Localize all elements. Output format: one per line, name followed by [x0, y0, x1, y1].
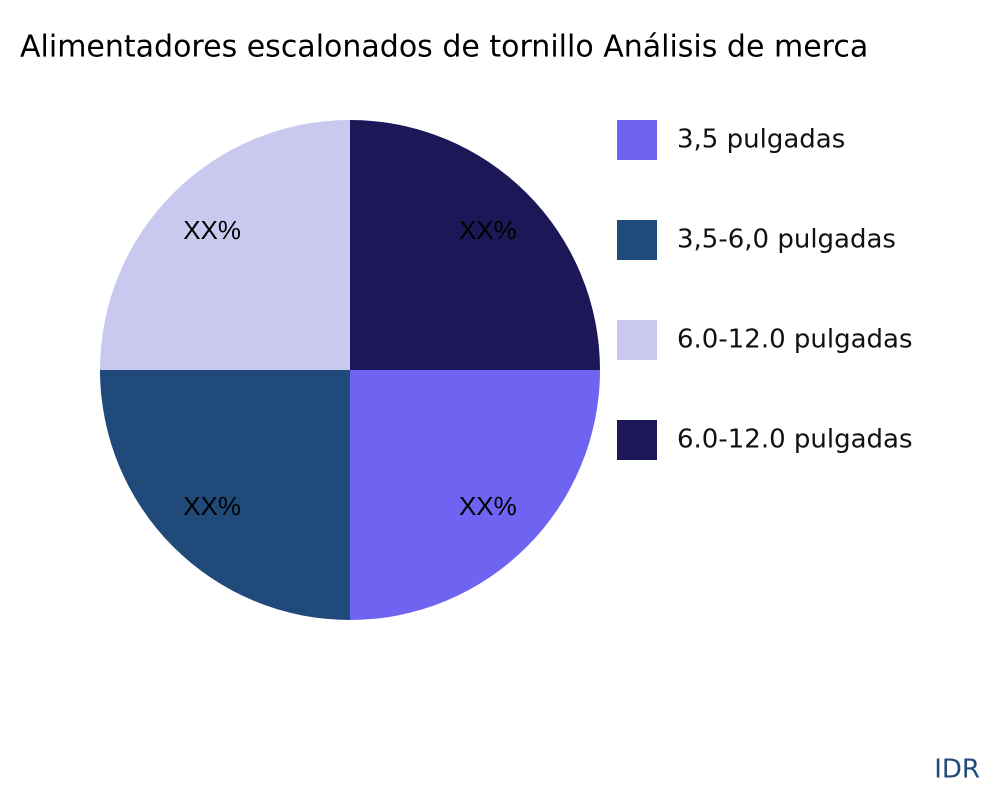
- legend-label: 6.0-12.0 pulgadas: [677, 325, 913, 355]
- chart-title: Alimentadores escalonados de tornillo An…: [20, 30, 868, 65]
- slice-label: XX%: [183, 491, 241, 521]
- slice-label: XX%: [459, 215, 517, 245]
- legend-swatch: [617, 220, 657, 260]
- legend-label: 3,5-6,0 pulgadas: [677, 225, 896, 255]
- pie-slice: [350, 370, 600, 620]
- pie-slice: [350, 120, 600, 370]
- slice-label: XX%: [183, 215, 241, 245]
- legend-swatch: [617, 120, 657, 160]
- pie-slice: [100, 120, 350, 370]
- slice-label: XX%: [459, 491, 517, 521]
- legend-swatch: [617, 420, 657, 460]
- legend-swatch: [617, 320, 657, 360]
- legend-label: 3,5 pulgadas: [677, 125, 845, 155]
- legend-label: 6.0-12.0 pulgadas: [677, 425, 913, 455]
- watermark: IDR: [934, 755, 980, 785]
- pie-slice: [100, 370, 350, 620]
